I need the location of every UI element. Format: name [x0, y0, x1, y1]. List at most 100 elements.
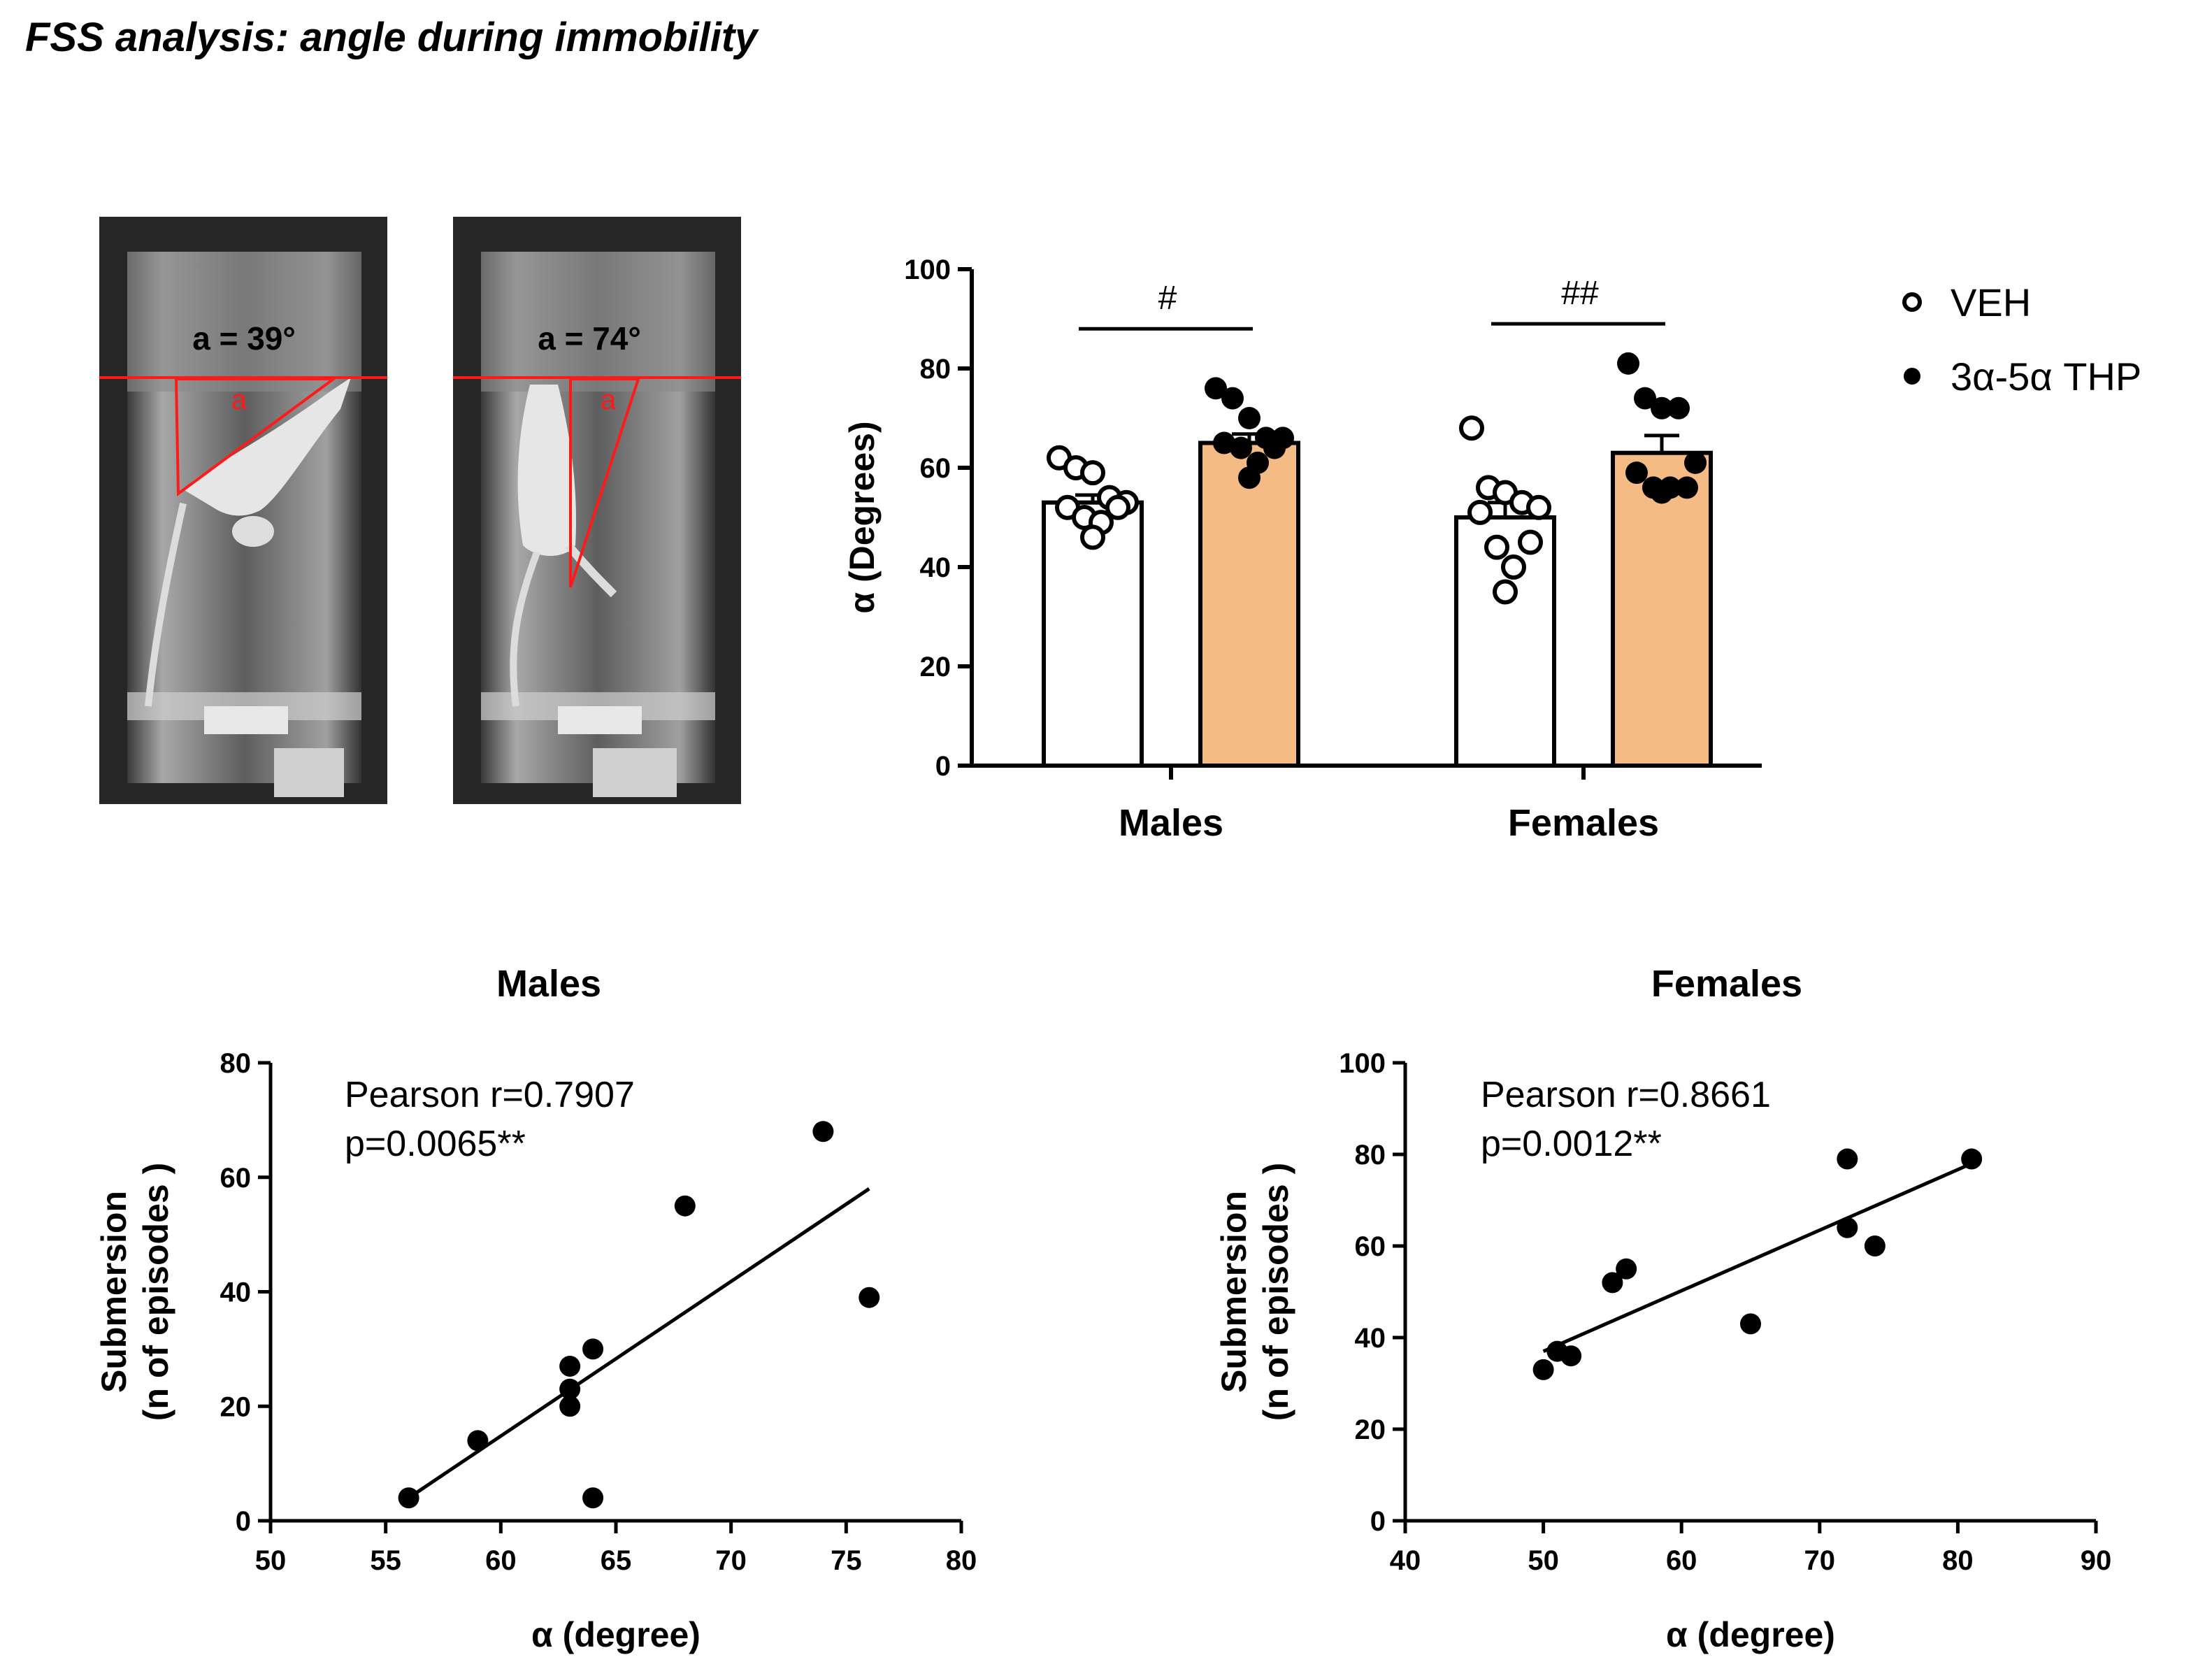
x-tick-label: 40 — [1390, 1545, 1421, 1576]
scatter-females-ylabel-line2: (n of episodes ) — [1256, 1163, 1295, 1421]
bar-chart-ylabel: α (Degrees) — [842, 421, 882, 613]
data-point — [1961, 1148, 1983, 1170]
data-point-veh — [1459, 415, 1484, 441]
data-point — [1837, 1217, 1858, 1238]
data-point — [398, 1487, 419, 1509]
legend-label-veh: VEH — [1951, 280, 2031, 324]
data-point-thp — [1263, 436, 1286, 459]
bar-y-tick-label: 60 — [920, 453, 951, 484]
data-point-veh — [1467, 499, 1493, 525]
scatter-males-ylabel-line2: (n of episodes ) — [136, 1163, 175, 1421]
y-tick-label: 20 — [220, 1391, 252, 1422]
data-point — [559, 1355, 581, 1377]
data-point-veh — [1105, 494, 1130, 520]
data-point — [674, 1195, 696, 1217]
data-point — [1864, 1235, 1886, 1256]
scatter-males-pearson: Pearson r=0.7907 — [345, 1075, 635, 1115]
x-tick-label: 70 — [1804, 1545, 1836, 1576]
scatter-males-title: Males — [496, 963, 601, 1005]
data-point — [1740, 1313, 1761, 1335]
data-point-thp — [1221, 387, 1244, 410]
page-title: FSS analysis: angle during immobility — [25, 15, 758, 60]
data-point — [582, 1487, 604, 1509]
data-point-thp — [1625, 461, 1648, 485]
scatter-females-axes: 0 20 40 60 80 100 40 50 60 70 80 90 — [1339, 1048, 2111, 1576]
x-tick-label: 75 — [831, 1545, 862, 1576]
legend: VEH 3α-5α THP — [1902, 280, 2141, 399]
data-point-thp — [1651, 396, 1673, 420]
scatter-females-marks — [1532, 1148, 1983, 1380]
data-point-thp — [1684, 451, 1707, 474]
x-tick-label: 90 — [2081, 1545, 2112, 1576]
x-tick-label: 55 — [370, 1545, 401, 1576]
x-tick-label: 80 — [1942, 1545, 1974, 1576]
legend-label-thp: 3α-5α THP — [1951, 354, 2141, 399]
data-point-thp — [1205, 377, 1227, 400]
scatter-males-ylabel-line1: Submersion — [94, 1191, 134, 1393]
scatter-females-pearson: Pearson r=0.8661 — [1481, 1075, 1771, 1115]
data-point — [812, 1121, 834, 1143]
data-point — [859, 1287, 880, 1308]
y-tick-label: 40 — [1355, 1323, 1386, 1354]
y-tick-label: 60 — [220, 1163, 252, 1194]
data-point-thp — [1676, 476, 1698, 499]
data-point — [1532, 1359, 1554, 1380]
data-point-veh — [1080, 524, 1105, 550]
y-tick-label: 100 — [1339, 1048, 1386, 1079]
data-point-veh — [1526, 494, 1551, 520]
bar-category-label: Females — [1508, 802, 1659, 844]
y-tick-label: 80 — [1355, 1140, 1386, 1170]
significance-label: ## — [1561, 275, 1599, 312]
x-tick-label: 50 — [255, 1545, 287, 1576]
data-point — [582, 1338, 604, 1360]
data-point-veh — [1080, 460, 1105, 486]
x-tick-label: 80 — [946, 1545, 977, 1576]
data-point — [467, 1430, 489, 1452]
photo-mouse-74: a = 74° a — [453, 217, 741, 804]
scatter-females-xlabel: α (degree) — [1666, 1615, 1835, 1654]
legend-marker-thp — [1904, 368, 1920, 385]
data-point — [1837, 1148, 1858, 1170]
data-point-veh — [1501, 554, 1526, 580]
y-tick-label: 0 — [1370, 1506, 1386, 1537]
scatter-females-pvalue: p=0.0012** — [1481, 1124, 1662, 1164]
legend-marker-veh — [1902, 292, 1922, 312]
scatter-males-pvalue: p=0.0065** — [345, 1124, 526, 1164]
data-point-thp — [1617, 352, 1639, 375]
bar-y-tick-label: 40 — [920, 552, 951, 583]
data-point-thp — [1238, 407, 1261, 429]
bar-y-tick-label: 20 — [920, 652, 951, 682]
data-point — [1560, 1345, 1582, 1367]
data-point — [1616, 1258, 1637, 1280]
data-point-veh — [1484, 534, 1509, 560]
bar-y-tick-label: 0 — [935, 751, 951, 782]
y-tick-label: 20 — [1355, 1414, 1386, 1445]
data-point-veh — [1518, 529, 1543, 555]
angle-marker-1: a — [231, 385, 247, 415]
bar-y-tick-label: 80 — [920, 354, 951, 385]
mouse-silhouette — [510, 385, 617, 707]
bar-chart-axes: 0 20 40 60 80 100 Males Females — [904, 255, 1762, 844]
bar-category-label: Males — [1119, 802, 1223, 844]
regression-line — [1542, 1161, 1973, 1353]
data-point-thp — [1667, 396, 1690, 420]
x-tick-label: 65 — [601, 1545, 632, 1576]
data-point-thp — [1230, 436, 1252, 459]
y-tick-label: 40 — [220, 1277, 252, 1308]
mouse-silhouette — [145, 378, 351, 707]
angle-label-1: a = 39° — [192, 320, 296, 357]
data-point — [559, 1396, 581, 1417]
y-tick-label: 60 — [1355, 1231, 1386, 1262]
angle-marker-2: a — [601, 385, 617, 415]
y-tick-label: 0 — [236, 1506, 251, 1537]
bar-chart-marks: # ## — [1042, 275, 1713, 768]
data-point-thp — [1238, 466, 1261, 489]
x-tick-label: 50 — [1528, 1545, 1559, 1576]
photo-mouse-39: a = 39° a — [99, 217, 387, 804]
scatter-females-title: Females — [1651, 963, 1802, 1005]
scatter-males-marks — [398, 1121, 880, 1509]
x-tick-label: 60 — [485, 1545, 517, 1576]
